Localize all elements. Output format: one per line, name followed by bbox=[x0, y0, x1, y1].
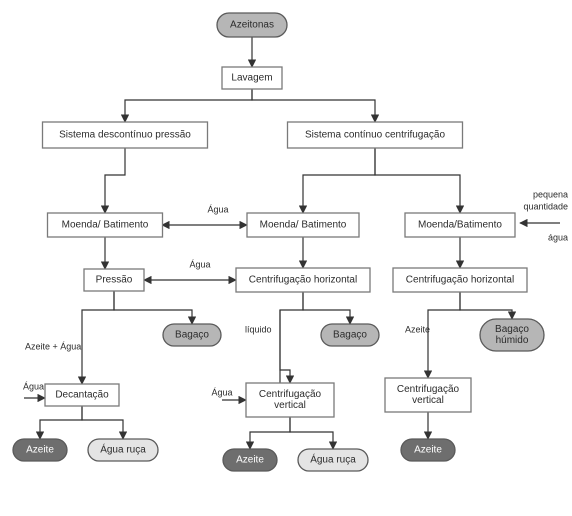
edge-11 bbox=[114, 291, 192, 324]
node-lavagem: Lavagem bbox=[222, 67, 282, 89]
node-decant: Decantação bbox=[45, 384, 119, 406]
node-bagacoB: Bagaço bbox=[321, 324, 379, 346]
edge-22 bbox=[250, 417, 290, 449]
node-label: Bagaço bbox=[495, 324, 529, 335]
edge-12 bbox=[82, 291, 114, 358]
edge-1 bbox=[125, 89, 252, 122]
side-label-agua4: Água bbox=[23, 381, 44, 391]
node-label: Moenda/ Batimento bbox=[260, 220, 347, 231]
node-aguaRucaB: Água ruça bbox=[298, 449, 368, 471]
node-label-2: vertical bbox=[412, 395, 444, 406]
node-label: Água ruça bbox=[310, 453, 356, 466]
node-label: Centrifugação horizontal bbox=[406, 275, 514, 286]
node-bagacoA: Bagaço bbox=[163, 324, 221, 346]
node-azeitonas: Azeitonas bbox=[217, 13, 287, 37]
node-pressao: Pressão bbox=[84, 269, 144, 291]
edge-20 bbox=[280, 310, 290, 383]
side-label-liquido: líquido bbox=[245, 324, 272, 334]
node-centrVC: Centrifugaçãovertical bbox=[385, 378, 471, 412]
side-label-peqQtd_l1: pequena bbox=[533, 189, 568, 199]
node-azeiteB: Azeite bbox=[223, 449, 277, 471]
node-label: Lavagem bbox=[231, 73, 272, 84]
side-label-agua1: Água bbox=[207, 204, 228, 214]
edge-18 bbox=[280, 292, 303, 383]
node-aguaRucaA: Água ruça bbox=[88, 439, 158, 461]
node-azeiteA: Azeite bbox=[13, 439, 67, 461]
node-label: Bagaço bbox=[175, 330, 209, 341]
node-centrHC: Centrifugação horizontal bbox=[393, 268, 527, 292]
node-label: Sistema contínuo centrifugação bbox=[305, 130, 446, 141]
node-moendaC: Moenda/Batimento bbox=[405, 213, 515, 237]
node-centrVB: Centrifugaçãovertical bbox=[246, 383, 334, 417]
edge-25 bbox=[428, 292, 460, 378]
side-label-agua3: Água bbox=[211, 387, 232, 397]
edge-17 bbox=[303, 292, 350, 324]
side-label-aguaSmall: água bbox=[548, 232, 568, 242]
edge-23 bbox=[290, 417, 333, 449]
node-continuo: Sistema contínuo centrifugação bbox=[288, 122, 463, 148]
edge-4 bbox=[303, 148, 375, 213]
edge-5 bbox=[375, 148, 460, 213]
side-label-azAgua: Azeite + Água bbox=[25, 341, 81, 351]
node-label: Azeite bbox=[236, 455, 264, 466]
node-label: Centrifugação horizontal bbox=[249, 275, 357, 286]
node-label: Bagaço bbox=[333, 330, 367, 341]
node-moendaA: Moenda/ Batimento bbox=[48, 213, 163, 237]
side-label-agua2: Água bbox=[189, 259, 210, 269]
node-descontinuo: Sistema descontínuo pressão bbox=[43, 122, 208, 148]
node-label-2: húmido bbox=[496, 335, 529, 346]
side-label-peqQtd_l2: quantidade bbox=[523, 201, 568, 211]
node-label-2: vertical bbox=[274, 400, 306, 411]
edge-2 bbox=[252, 89, 375, 122]
node-label: Moenda/Batimento bbox=[418, 220, 502, 231]
node-label: Moenda/ Batimento bbox=[62, 220, 149, 231]
node-centrHB: Centrifugação horizontal bbox=[236, 268, 370, 292]
node-label: Azeitonas bbox=[230, 20, 274, 31]
nodes-layer: Azeitonas Lavagem Sistema descontínuo pres… bbox=[13, 13, 544, 471]
node-label: Centrifugação bbox=[397, 384, 460, 395]
edge-14 bbox=[40, 406, 82, 439]
node-label: Azeite bbox=[414, 445, 442, 456]
node-label: Pressão bbox=[96, 275, 133, 286]
node-label: Sistema descontínuo pressão bbox=[59, 130, 191, 141]
node-label: Azeite bbox=[26, 445, 54, 456]
node-moendaB: Moenda/ Batimento bbox=[247, 213, 359, 237]
node-label: Centrifugação bbox=[259, 389, 322, 400]
side-label-azeiteSide: Azeite bbox=[405, 324, 430, 334]
edge-3 bbox=[105, 148, 125, 213]
node-label: Decantação bbox=[55, 390, 109, 401]
node-bagacoC_l1: Bagaçohúmido bbox=[480, 319, 544, 351]
node-azeiteC: Azeite bbox=[401, 439, 455, 461]
node-label: Água ruça bbox=[100, 443, 146, 456]
edge-15 bbox=[82, 406, 123, 439]
edge-24 bbox=[460, 292, 512, 319]
flowchart-canvas: Azeitonas Lavagem Sistema descontínuo pres… bbox=[0, 0, 572, 516]
